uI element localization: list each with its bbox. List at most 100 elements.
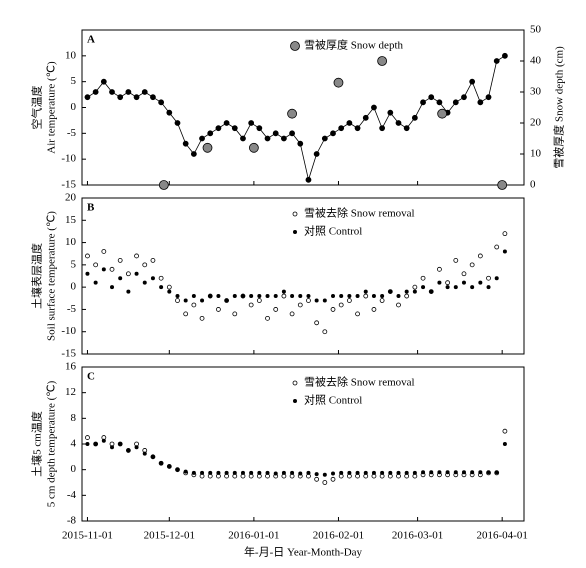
point	[232, 470, 237, 475]
point	[85, 435, 90, 440]
point	[273, 294, 278, 299]
point	[497, 180, 508, 190]
point	[240, 470, 245, 475]
point	[461, 470, 466, 475]
point	[101, 267, 106, 272]
point	[265, 294, 270, 299]
point	[306, 294, 311, 299]
point	[429, 470, 434, 475]
point	[420, 99, 426, 106]
point	[453, 257, 459, 263]
y-tick-label: 12	[65, 386, 76, 398]
point	[216, 470, 221, 475]
point	[412, 284, 418, 290]
point	[380, 470, 385, 475]
point	[339, 294, 344, 299]
point	[281, 135, 287, 142]
point	[264, 135, 271, 142]
point	[256, 298, 262, 303]
point	[290, 470, 295, 475]
point	[412, 470, 417, 475]
point	[93, 442, 98, 446]
point	[404, 289, 409, 294]
point	[183, 311, 189, 317]
point	[150, 454, 155, 459]
point	[240, 135, 246, 142]
point	[437, 470, 442, 475]
point	[101, 249, 107, 254]
point	[117, 257, 123, 263]
point	[436, 99, 443, 106]
point	[330, 476, 336, 482]
point	[257, 294, 262, 299]
y2-tick-label: 10	[530, 148, 542, 160]
point	[331, 471, 336, 476]
point	[207, 130, 214, 137]
point	[362, 114, 369, 121]
point	[477, 99, 484, 106]
point	[363, 470, 368, 475]
point	[159, 285, 164, 290]
point	[297, 302, 303, 308]
point	[93, 262, 99, 268]
point	[281, 289, 286, 294]
y-tick-label: -10	[61, 325, 76, 337]
point	[338, 302, 344, 308]
y-tick-label: -8	[67, 515, 77, 527]
point	[322, 472, 327, 477]
legend-marker	[293, 399, 297, 403]
point	[208, 470, 213, 475]
y-tick-label: -15	[61, 348, 76, 360]
point	[314, 472, 319, 477]
y-axis-label: 5 cm depth temperature (℃)	[46, 380, 58, 507]
legend-marker	[290, 41, 300, 51]
point	[183, 469, 188, 474]
plot-frame	[81, 366, 525, 522]
point	[257, 470, 262, 475]
point	[273, 471, 278, 476]
y-axis-label: Soil surface temperature (℃)	[46, 211, 58, 341]
legend-label: 对照 Control	[304, 224, 362, 238]
point	[314, 320, 320, 326]
point	[420, 275, 426, 281]
point	[199, 315, 205, 321]
point	[305, 176, 312, 183]
point	[265, 470, 270, 475]
point	[313, 151, 320, 157]
point	[322, 298, 327, 303]
point	[412, 289, 417, 294]
point	[224, 470, 229, 475]
point	[150, 257, 156, 263]
y-tick-label: 0	[71, 281, 77, 293]
point	[93, 280, 98, 285]
point	[183, 298, 188, 303]
point	[216, 307, 221, 312]
y-tick-label: 10	[65, 49, 77, 61]
x-tick-label: 2015-11-01	[62, 530, 113, 542]
x-tick-label: 2016-03-01	[392, 530, 443, 542]
y-tick-label: -10	[61, 153, 76, 165]
y-tick-label: 5	[71, 258, 77, 270]
point	[109, 266, 115, 272]
point	[200, 298, 205, 303]
point	[437, 280, 442, 285]
point	[396, 470, 401, 475]
point	[437, 108, 448, 119]
point	[339, 470, 344, 475]
x-tick-label: 2016-04-01	[477, 530, 528, 542]
y2-tick-label: 30	[530, 86, 542, 98]
legend-label: 雪被厚度 Snow depth	[304, 38, 403, 52]
point	[208, 294, 213, 299]
point	[371, 294, 376, 299]
legend-marker	[293, 230, 297, 234]
y-tick-label: -5	[67, 303, 77, 315]
point	[126, 289, 131, 294]
point	[395, 120, 402, 126]
point	[273, 307, 279, 312]
point	[421, 470, 426, 475]
point	[166, 109, 173, 116]
point	[125, 271, 131, 277]
point	[272, 130, 279, 137]
y-tick-label: 10	[65, 236, 77, 248]
point	[478, 470, 483, 475]
